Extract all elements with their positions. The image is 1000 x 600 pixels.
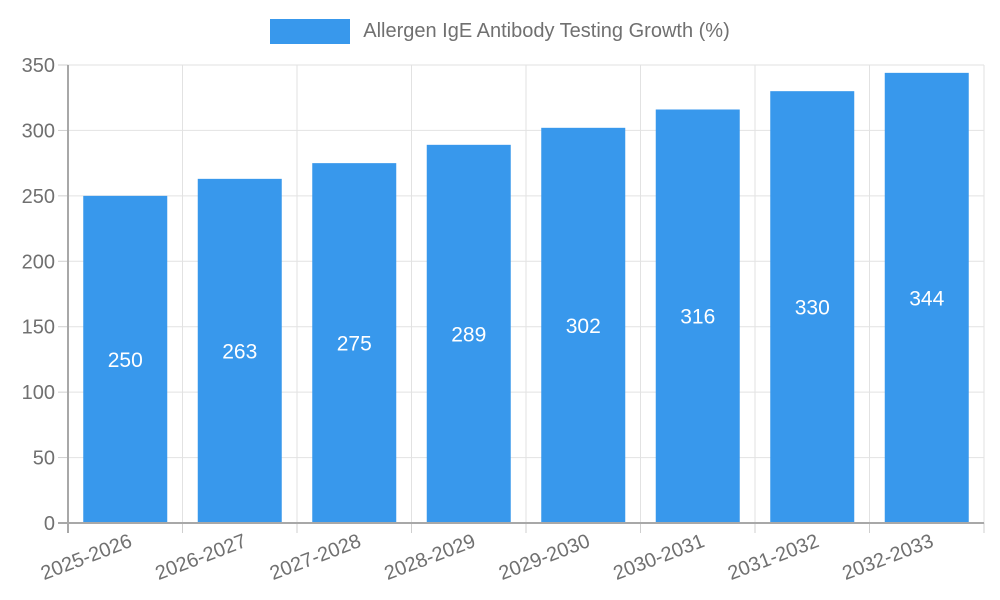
y-tick-label: 350 xyxy=(22,55,55,77)
bar-value-label: 263 xyxy=(222,340,257,363)
bar-2026-2027[interactable] xyxy=(197,178,282,524)
bar-2025-2026[interactable] xyxy=(83,195,168,523)
x-tick-label: 2029-2030 xyxy=(496,530,593,585)
y-tick-label: 150 xyxy=(22,317,55,339)
y-tick-label: 50 xyxy=(33,448,55,470)
bar-2029-2030[interactable] xyxy=(541,127,626,523)
x-tick-label: 2028-2029 xyxy=(381,530,478,585)
x-tick-label: 2031-2032 xyxy=(725,530,822,585)
bar-2032-2033[interactable] xyxy=(884,72,969,523)
legend-swatch xyxy=(270,19,351,44)
legend-label: Allergen IgE Antibody Testing Growth (%) xyxy=(363,20,730,42)
x-tick-label: 2030-2031 xyxy=(610,530,707,585)
x-tick-label: 2032-2033 xyxy=(839,530,936,585)
bar-value-label: 289 xyxy=(451,323,486,346)
bar-value-label: 250 xyxy=(108,349,143,372)
bar-2028-2029[interactable] xyxy=(426,144,511,523)
bar-value-label: 275 xyxy=(337,332,372,355)
y-tick-label: 100 xyxy=(22,382,55,404)
bar-value-label: 302 xyxy=(566,315,601,338)
bar-value-label: 316 xyxy=(680,306,715,329)
bar-2031-2032[interactable] xyxy=(770,91,855,524)
x-tick-label: 2025-2026 xyxy=(38,530,135,585)
y-tick-label: 300 xyxy=(22,120,55,142)
bar-value-label: 344 xyxy=(909,287,944,310)
bar-2027-2028[interactable] xyxy=(312,163,397,523)
bar-2030-2031[interactable] xyxy=(655,109,740,524)
y-tick-label: 0 xyxy=(44,513,55,535)
y-tick-label: 250 xyxy=(22,186,55,208)
x-tick-label: 2026-2027 xyxy=(152,530,249,585)
x-tick-label: 2027-2028 xyxy=(267,530,364,585)
y-tick-label: 200 xyxy=(22,251,55,273)
chart-legend[interactable]: Allergen IgE Antibody Testing Growth (%) xyxy=(0,19,1000,44)
bar-value-label: 330 xyxy=(795,296,830,319)
